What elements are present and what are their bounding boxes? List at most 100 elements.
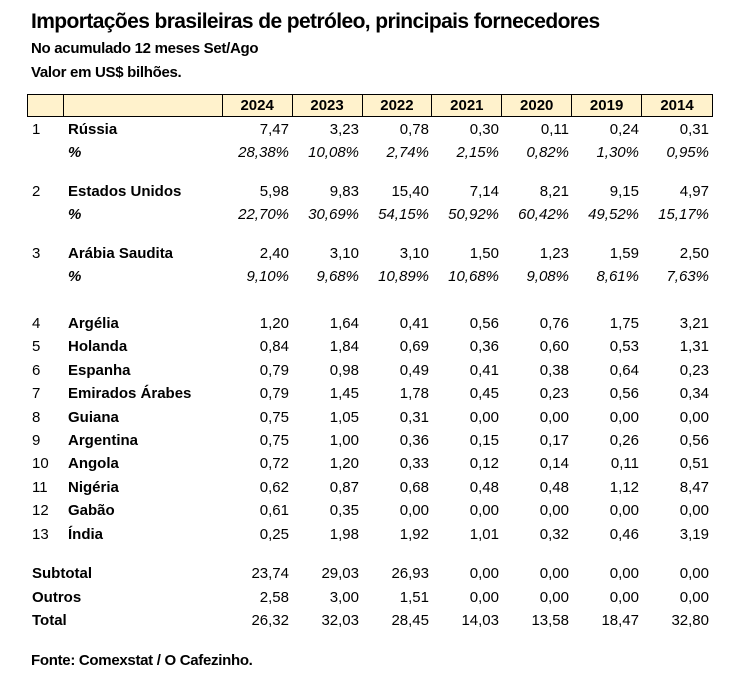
value-cell: 1,31 bbox=[679, 338, 709, 356]
value-cell: 32,80 bbox=[671, 612, 709, 629]
rank-cell: 5 bbox=[32, 338, 41, 356]
name-cell: Angola bbox=[68, 455, 119, 473]
value-cell: 3,21 bbox=[679, 315, 709, 332]
rank-cell: 7 bbox=[32, 385, 41, 403]
value-cell: 0,62 bbox=[259, 478, 289, 496]
rank-cell: 11 bbox=[32, 478, 48, 496]
name-cell: Guiana bbox=[68, 408, 119, 426]
value-cell: 0,95% bbox=[666, 144, 709, 161]
value-cell: 0,24 bbox=[609, 121, 639, 138]
table-row: 8 Guiana 0,75 1,05 0,31 0,00 0,00 0,00 0,00 bbox=[27, 407, 713, 429]
value-cell: 0,36 bbox=[469, 338, 499, 356]
header-year: 2023 bbox=[293, 95, 363, 116]
value-cell: 1,59 bbox=[609, 245, 639, 262]
value-cell: 0,32 bbox=[539, 525, 569, 543]
table-row-percent: % 22,70% 30,69% 54,15% 50,92% 60,42% 49,52% 15,… bbox=[27, 204, 713, 226]
rank-cell bbox=[27, 266, 63, 288]
value-cell: 0,76 bbox=[539, 315, 569, 332]
value-cell: 1,01 bbox=[469, 525, 499, 543]
value-cell: 1,05 bbox=[329, 408, 359, 426]
rank-cell bbox=[27, 142, 63, 164]
value-cell: 0,15 bbox=[469, 432, 499, 449]
summary-row: Outros 2,58 3,00 1,51 0,00 0,00 0,00 0,00 bbox=[27, 587, 713, 609]
value-cell: 0,56 bbox=[679, 432, 709, 449]
value-cell: 1,50 bbox=[469, 245, 499, 262]
value-cell: 1,20 bbox=[329, 455, 359, 473]
page-title: Importações brasileiras de petróleo, pri… bbox=[31, 10, 600, 33]
value-cell: 0,41 bbox=[469, 361, 499, 379]
value-cell: 54,15% bbox=[378, 206, 429, 223]
value-cell: 1,23 bbox=[539, 245, 569, 262]
summary-row: Subtotal 23,74 29,03 26,93 0,00 0,00 0,00 0,00 bbox=[27, 563, 713, 585]
value-cell: 0,61 bbox=[259, 502, 289, 520]
name-cell: Arábia Saudita bbox=[68, 245, 174, 262]
value-cell: 14,03 bbox=[461, 612, 499, 629]
name-cell: Estados Unidos bbox=[68, 183, 182, 200]
table-row: 3 Arábia Saudita 2,40 3,10 3,10 1,50 1,23 1,59 2… bbox=[27, 243, 713, 265]
value-cell: 23,74 bbox=[251, 565, 289, 582]
value-cell: 0,56 bbox=[609, 385, 639, 403]
value-cell: 0,75 bbox=[259, 432, 289, 449]
name-cell: Espanha bbox=[68, 361, 131, 379]
header-year: 2019 bbox=[572, 95, 643, 116]
value-cell: 0,35 bbox=[329, 502, 359, 520]
value-cell: 0,79 bbox=[259, 385, 289, 403]
name-cell: Subtotal bbox=[32, 565, 92, 582]
value-cell: 0,60 bbox=[539, 338, 569, 356]
value-cell: 30,69% bbox=[308, 206, 359, 223]
name-cell: Índia bbox=[68, 525, 104, 543]
header-rank-cell bbox=[28, 95, 64, 116]
rank-cell: 4 bbox=[32, 315, 41, 332]
value-cell: 1,98 bbox=[329, 525, 359, 543]
table-row-percent: % 9,10% 9,68% 10,89% 10,68% 9,08% 8,61% 7,63% bbox=[27, 266, 713, 288]
value-cell: 29,03 bbox=[321, 565, 359, 582]
value-cell: 0,33 bbox=[399, 455, 429, 473]
table-row: 5 Holanda 0,84 1,84 0,69 0,36 0,60 0,53 1,31 bbox=[27, 336, 713, 358]
value-cell: 0,48 bbox=[539, 478, 569, 496]
value-cell: 0,51 bbox=[679, 455, 709, 473]
value-cell: 0,31 bbox=[679, 121, 709, 138]
value-cell: 0,17 bbox=[539, 432, 569, 449]
value-cell: 8,61% bbox=[596, 268, 639, 285]
name-cell: Holanda bbox=[68, 338, 128, 356]
value-cell: 3,10 bbox=[399, 245, 429, 262]
value-cell: 15,40 bbox=[391, 183, 429, 200]
value-cell: 2,50 bbox=[679, 245, 709, 262]
value-cell: 0,41 bbox=[399, 315, 429, 332]
table-header: 2024 2023 2022 2021 2020 2019 2014 bbox=[27, 94, 713, 117]
value-cell: 0,00 bbox=[539, 502, 569, 520]
value-cell: 0,26 bbox=[609, 432, 639, 449]
value-cell: 0,72 bbox=[259, 455, 289, 473]
name-cell: Rússia bbox=[68, 121, 118, 138]
table-row-percent: % 28,38% 10,08% 2,74% 2,15% 0,82% 1,30% 0,95% bbox=[27, 142, 713, 164]
name-cell: Argentina bbox=[68, 432, 139, 449]
value-cell: 50,92% bbox=[448, 206, 499, 223]
rank-cell: 10 bbox=[32, 455, 49, 473]
rank-cell: 8 bbox=[32, 408, 41, 426]
value-cell: 0,23 bbox=[679, 361, 709, 379]
header-year: 2020 bbox=[502, 95, 573, 116]
value-cell: 10,68% bbox=[448, 268, 499, 285]
value-cell: 0,00 bbox=[609, 589, 639, 606]
table-row: 7 Emirados Árabes 0,79 1,45 1,78 0,45 0,23 0,56… bbox=[27, 383, 713, 405]
table-row: 13 Índia 0,25 1,98 1,92 1,01 0,32 0,46 3,19 bbox=[27, 524, 713, 546]
value-cell: 0,00 bbox=[469, 502, 499, 520]
value-cell: 0,00 bbox=[399, 502, 429, 520]
value-cell: 2,15% bbox=[456, 144, 499, 161]
rank-cell bbox=[27, 204, 63, 226]
value-cell: 8,47 bbox=[679, 478, 709, 496]
subtitle-period: No acumulado 12 meses Set/Ago bbox=[31, 40, 259, 57]
value-cell: 8,21 bbox=[539, 183, 569, 200]
table-row: 10 Angola 0,72 1,20 0,33 0,12 0,14 0,11 0,51 bbox=[27, 453, 713, 475]
value-cell: 7,14 bbox=[469, 183, 499, 200]
value-cell: 0,00 bbox=[539, 408, 569, 426]
value-cell: 9,08% bbox=[526, 268, 569, 285]
name-cell: Outros bbox=[32, 589, 82, 606]
value-cell: 0,25 bbox=[259, 525, 289, 543]
value-cell: 0,69 bbox=[399, 338, 429, 356]
value-cell: 0,45 bbox=[469, 385, 499, 403]
value-cell: 3,23 bbox=[329, 121, 359, 138]
table-row: 4 Argélia 1,20 1,64 0,41 0,56 0,76 1,75 3,21 bbox=[27, 313, 713, 335]
value-cell: 0,36 bbox=[399, 432, 429, 449]
name-cell: % bbox=[68, 268, 82, 285]
